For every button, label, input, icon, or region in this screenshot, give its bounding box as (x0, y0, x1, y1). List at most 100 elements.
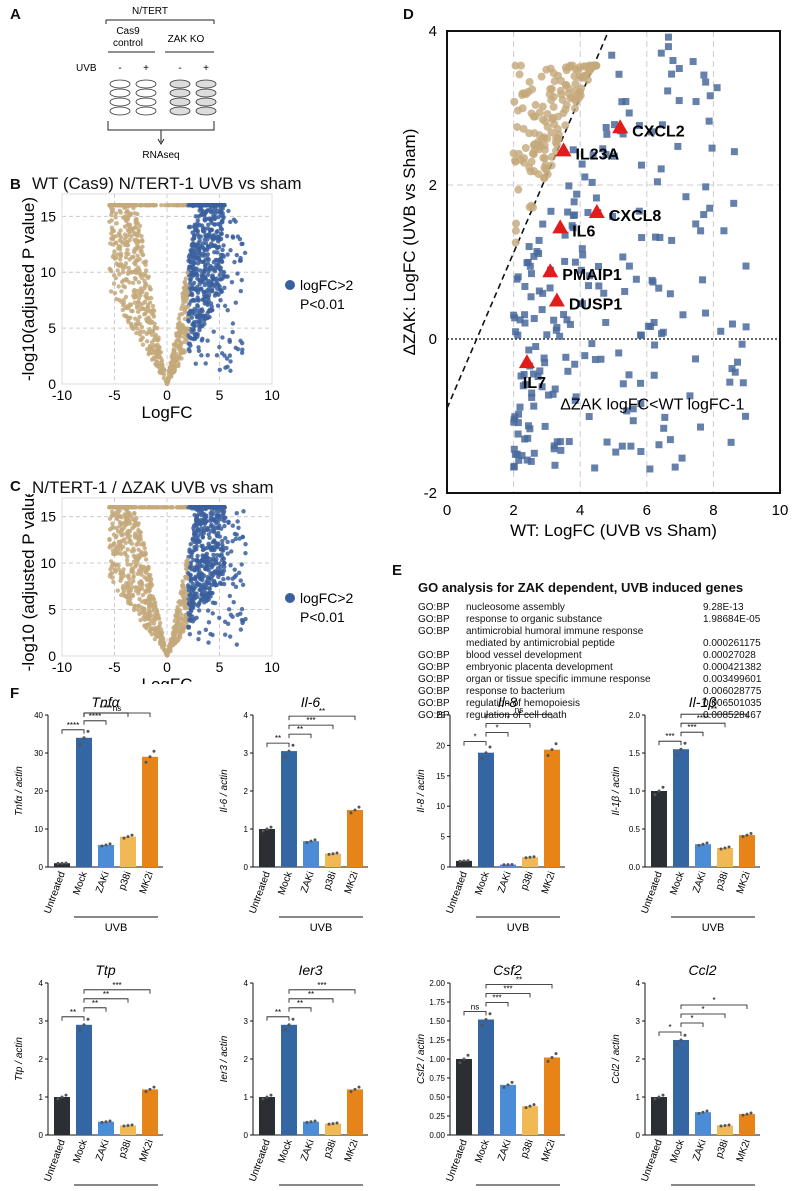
scatter-point-dependent-yes (657, 49, 665, 57)
volcano-point (212, 277, 217, 282)
volcano-point (218, 265, 223, 270)
volcano-point (193, 506, 198, 512)
bar-dot (661, 1093, 665, 1097)
scatter-point-dependent-no (543, 109, 552, 118)
gene-marker (552, 219, 569, 234)
bar-y-label: Ttp / actin (14, 1037, 25, 1081)
volcano-point (134, 202, 139, 208)
volcano-point (177, 312, 183, 317)
bar-y-label: Il-8 / actin (416, 769, 427, 813)
volcano-point (216, 221, 221, 227)
volcano-point (108, 289, 114, 294)
scatter-point-dependent-yes (675, 65, 683, 73)
bar-category-label: Untreated (444, 870, 469, 915)
go-row: GO:BP response to bacterium 0.006028775 (418, 686, 768, 698)
volcano-point (174, 333, 180, 338)
volcano-point (207, 535, 212, 540)
volcano-point (229, 279, 235, 285)
scatter-point-dependent-no (570, 104, 579, 113)
volcano-point (201, 251, 206, 256)
scatter-point-dependent-yes (570, 198, 578, 206)
volcano-point (193, 361, 198, 366)
volcano-point (124, 240, 129, 245)
scatter-point-dependent-yes (563, 316, 571, 324)
bar-dot (335, 851, 339, 855)
volcano-point (193, 575, 198, 580)
significance-label: * (506, 715, 509, 724)
significance-label: ** (70, 1008, 76, 1017)
bar-category-label: Mock (473, 869, 492, 896)
scatter-point-dependent-yes (659, 328, 667, 336)
volcano-point (215, 239, 221, 244)
volcano-point (137, 329, 143, 334)
scatter-point-dependent-yes (675, 97, 683, 105)
scatter-point-dependent-yes (619, 380, 627, 388)
volcano-point (185, 288, 190, 294)
scatter-point-dependent-no (540, 174, 549, 183)
scatter-point-dependent-no (571, 65, 580, 74)
scatter-point-dependent-no (572, 98, 581, 107)
volcano-point (171, 348, 177, 353)
volcano-point (109, 225, 115, 230)
volcano-point (124, 278, 129, 283)
scatter-point-dependent-no (517, 61, 526, 70)
volcano-point (185, 561, 190, 567)
volcano-point (135, 571, 140, 577)
volcano-point (182, 308, 188, 313)
volcano-point (193, 214, 198, 219)
volcano-point (229, 549, 234, 554)
scatter-point-dependent-yes (655, 441, 663, 449)
volcano-point (130, 592, 136, 598)
volcano-point (209, 227, 215, 233)
volcano-point (107, 536, 112, 542)
gene-marker (542, 263, 559, 278)
volcano-point (230, 576, 235, 581)
bar-chart: Il-6 0 1 2 3 4 Il-6 / actin Untreated Mock ZAKi p3… (219, 695, 368, 934)
scatter-point-dependent-no (511, 238, 520, 247)
volcano-x-tick: 10 (264, 659, 280, 675)
bar-category-label: p38i (322, 1138, 339, 1160)
scatter-point-dependent-yes (625, 109, 633, 117)
go-cell-src (418, 638, 466, 650)
volcano-point (143, 590, 149, 595)
volcano-point (111, 281, 117, 286)
significance-label: **** (100, 704, 112, 713)
volcano-point (219, 259, 225, 265)
volcano-point (196, 608, 202, 613)
bar-dot (723, 1124, 727, 1127)
volcano-point (123, 218, 129, 223)
volcano-point (143, 569, 148, 574)
bar (456, 1059, 472, 1135)
scatter-y-label: ΔZAK: LogFC (UVB vs Sham) (400, 129, 419, 356)
bar-category-label: p38i (322, 870, 339, 892)
bar (142, 1089, 158, 1135)
bar (456, 860, 472, 867)
volcano-point (235, 346, 241, 352)
volcano-point (218, 297, 223, 303)
scatter-point-dependent-yes (545, 391, 553, 399)
bar-dot (283, 1028, 287, 1032)
scatter-point-dependent-yes (629, 417, 637, 425)
volcano-y-tick: 15 (40, 509, 56, 525)
volcano-point (134, 515, 139, 521)
scatter-point-dependent-yes (623, 407, 631, 415)
bar-y-tick: 40 (34, 711, 43, 720)
scatter-point-dependent-yes (603, 130, 611, 138)
volcano-point (191, 280, 197, 286)
volcano-point (176, 316, 182, 321)
volcano-point (213, 257, 218, 263)
volcano-point (225, 576, 231, 581)
bar-dot (56, 861, 60, 865)
scatter-point-dependent-yes (521, 319, 529, 327)
volcano-point (153, 202, 159, 208)
volcano-point (210, 233, 216, 239)
volcano-point (198, 559, 203, 564)
volcano-point (127, 302, 133, 307)
volcano-point (136, 529, 142, 535)
scatter-point-dependent-yes (652, 233, 660, 241)
volcano-point (223, 535, 228, 541)
volcano-point (217, 615, 222, 621)
volcano-point (152, 612, 157, 618)
panel-letter-f: F (10, 685, 20, 702)
volcano-point (235, 612, 240, 618)
